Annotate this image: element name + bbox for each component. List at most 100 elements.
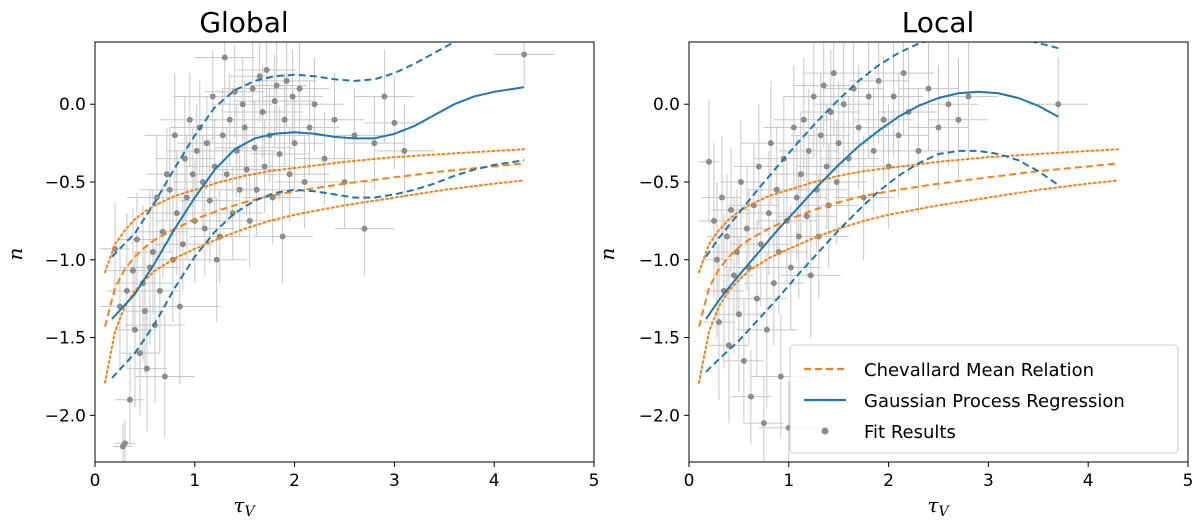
data-point	[131, 326, 138, 333]
data-point	[236, 186, 243, 193]
data-point	[767, 140, 774, 147]
axes-frame	[688, 41, 1189, 463]
data-point	[935, 124, 942, 131]
data-point	[166, 186, 173, 193]
data-point	[246, 217, 253, 224]
data-point	[401, 147, 408, 154]
data-point	[723, 233, 730, 240]
data-point	[718, 194, 725, 201]
legend-label-gp: Gaussian Process Regression	[864, 391, 1125, 412]
legend-swatch-fit	[821, 427, 829, 435]
y-tick-label: −1.5	[639, 329, 680, 349]
panel-title-local: Local	[902, 6, 975, 39]
data-point	[855, 124, 862, 131]
data-point	[121, 440, 128, 447]
data-point	[735, 311, 742, 318]
data-point	[221, 54, 228, 61]
y-axis-label-local: n	[595, 248, 619, 261]
data-point	[810, 93, 817, 100]
series-line-chevallard	[104, 162, 525, 327]
data-point	[880, 116, 887, 123]
data-point	[830, 70, 837, 77]
data-point	[173, 210, 180, 217]
series-line-chevallard-upper	[698, 148, 1120, 274]
data-point	[900, 70, 907, 77]
data-point	[263, 67, 270, 73]
series-line-chevallard-lower	[104, 179, 526, 384]
series-line-gp-lower	[111, 159, 525, 379]
plot-clip-group	[99, 42, 555, 462]
x-tick-label: 3	[389, 471, 400, 491]
data-point	[259, 109, 266, 115]
data-point	[747, 393, 754, 400]
data-point	[219, 132, 226, 139]
data-point	[153, 194, 160, 201]
x-axis-label-sub-global: V	[244, 504, 256, 520]
data-point	[289, 93, 296, 100]
plot-clip-group	[698, 42, 1120, 462]
data-point	[1055, 101, 1062, 108]
data-point	[156, 287, 163, 294]
x-tick-label: 0	[90, 471, 101, 491]
x-axis-label-sub-local: V	[938, 504, 950, 520]
data-point	[710, 217, 717, 224]
data-point	[213, 256, 220, 263]
data-point	[321, 155, 328, 162]
data-point	[239, 101, 246, 108]
data-point	[351, 132, 358, 139]
plot-area-global: 0 1 2 3 4 5 −2.0 −1.5 −1.0 −0.5 0.0	[45, 41, 600, 491]
data-point	[286, 171, 293, 178]
data-point	[311, 101, 318, 108]
data-point	[256, 73, 263, 80]
data-point	[226, 116, 233, 123]
data-point	[291, 140, 298, 147]
data-point	[179, 241, 186, 248]
data-point	[133, 236, 140, 243]
data-point	[763, 326, 770, 333]
data-point	[271, 98, 278, 105]
data-point	[281, 116, 288, 123]
data-point	[276, 151, 283, 157]
data-point	[713, 256, 720, 263]
data-point	[283, 77, 290, 84]
panel-global: Global 0 1 2 3 4 5 −2.0 −1.5 −1.0 −0.5 0.0 τV n	[3, 6, 599, 520]
y-tick-label: 0.0	[59, 95, 86, 115]
data-point	[521, 51, 528, 58]
legend-box	[789, 344, 1179, 454]
data-point	[817, 132, 824, 139]
data-point	[129, 267, 136, 274]
x-tick-label: 0	[684, 471, 695, 491]
data-point	[171, 132, 178, 139]
data-point	[823, 163, 830, 170]
data-point	[243, 166, 250, 173]
series-line-gp-upper	[111, 42, 457, 258]
x-axis-label-main-local: τ	[927, 493, 939, 517]
data-point	[965, 93, 972, 100]
y-tick-label: −1.0	[45, 251, 86, 271]
data-point	[181, 155, 188, 162]
data-point	[773, 186, 780, 193]
data-point	[149, 249, 156, 255]
data-point	[273, 82, 280, 89]
data-point	[126, 396, 133, 403]
data-point	[261, 163, 268, 170]
data-point	[279, 233, 286, 240]
x-axis-label-global: τV	[233, 493, 256, 520]
data-point	[770, 280, 777, 287]
data-point	[249, 85, 256, 92]
data-point	[306, 124, 313, 131]
series-line-gp-upper	[705, 42, 1059, 258]
legend-label-chevallard: Chevallard Mean Relation	[864, 360, 1094, 381]
data-point	[915, 147, 922, 154]
legend-label-fit: Fit Results	[864, 422, 956, 443]
data-point	[727, 207, 734, 213]
data-point	[955, 116, 962, 123]
x-tick-label: 5	[589, 471, 600, 491]
data-point	[733, 249, 740, 255]
data-point	[361, 225, 368, 232]
series-line-chevallard-upper	[104, 148, 526, 274]
data-point	[945, 101, 952, 108]
y-tick-label: −0.5	[639, 173, 680, 193]
data-point	[176, 303, 183, 310]
